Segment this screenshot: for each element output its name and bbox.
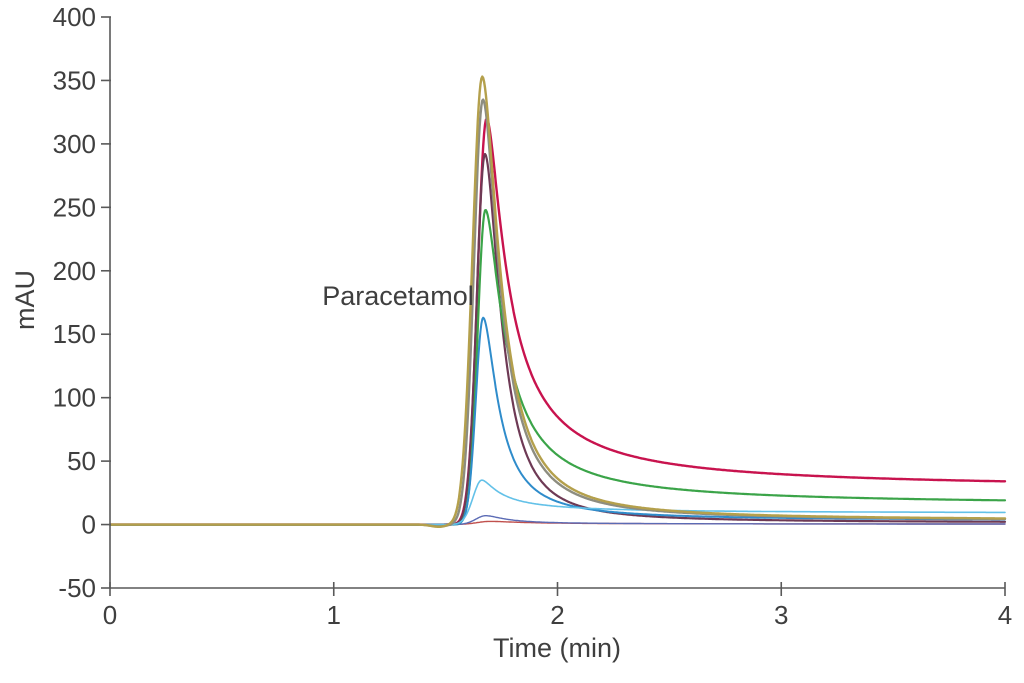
- series-trace-crimson: [108, 117, 1007, 526]
- axes-group: [101, 16, 1006, 596]
- x-tick-label-2: 2: [550, 600, 564, 630]
- y-tick-label-0: 0: [82, 510, 96, 540]
- series-group: [108, 75, 1007, 528]
- x-tick-label-0: 0: [103, 600, 117, 630]
- y-tick-label--50: -50: [58, 573, 96, 603]
- y-tick-label-100: 100: [53, 383, 96, 413]
- y-axis-title: mAU: [10, 270, 40, 330]
- series-trace-blue: [109, 316, 1006, 526]
- x-axis-title: Time (min): [493, 633, 621, 663]
- y-tick-label-150: 150: [53, 319, 96, 349]
- series-trace-plum: [108, 152, 1007, 526]
- y-tick-label-300: 300: [53, 129, 96, 159]
- y-tick-label-350: 350: [53, 65, 96, 95]
- peak-annotation: Paracetamol: [322, 281, 474, 311]
- x-tick-label-1: 1: [327, 600, 341, 630]
- x-tick-label-4: 4: [998, 600, 1012, 630]
- y-tick-label-250: 250: [53, 192, 96, 222]
- series-trace-gray: [108, 98, 1007, 528]
- series-trace-khaki: [108, 75, 1007, 528]
- y-tick-label-200: 200: [53, 256, 96, 286]
- x-tick-label-3: 3: [774, 600, 788, 630]
- y-tick-label-50: 50: [67, 446, 96, 476]
- y-tick-label-400: 400: [53, 2, 96, 32]
